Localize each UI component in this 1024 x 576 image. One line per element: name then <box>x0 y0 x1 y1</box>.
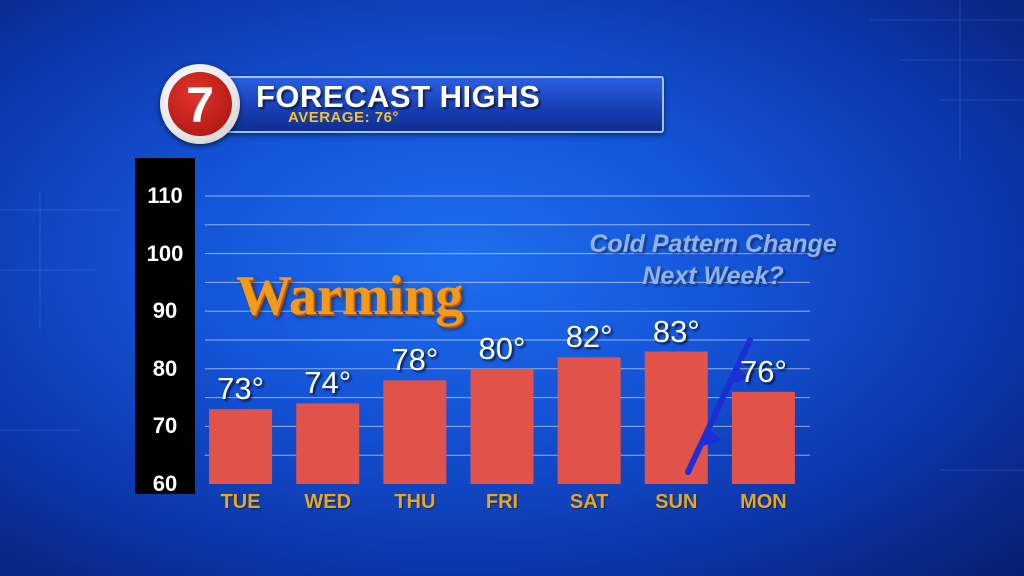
day-label-tue: TUE <box>220 491 261 513</box>
average-subtitle: AVERAGE: 76° <box>288 109 399 126</box>
day-label-sat: SAT <box>569 491 609 513</box>
cold-change-annotation-line1: Cold Pattern Change <box>589 230 837 258</box>
bar-thu <box>383 380 447 484</box>
y-tick-label: 70 <box>152 413 178 439</box>
day-label-mon: MON <box>740 491 787 513</box>
value-label-thu: 78° <box>391 342 439 378</box>
day-label-sun: SUN <box>655 491 698 513</box>
value-label-tue: 73° <box>217 371 264 407</box>
bar-wed <box>296 403 360 484</box>
bar-sat <box>557 357 621 484</box>
value-label-sun: 83° <box>652 313 700 349</box>
bar-sun <box>644 351 708 484</box>
logo-badge: 7 <box>168 72 232 136</box>
day-label-wed: WED <box>304 491 352 513</box>
y-tick-label: 60 <box>152 471 178 496</box>
day-label-thu: THU <box>394 491 436 513</box>
warming-annotation: Warming <box>236 265 464 327</box>
y-tick-label: 100 <box>146 240 184 266</box>
y-tick-label: 90 <box>152 298 178 324</box>
y-tick-label: 110 <box>147 183 183 208</box>
value-label-wed: 74° <box>304 365 352 401</box>
bar-fri <box>470 368 534 484</box>
bar-tue <box>209 409 273 484</box>
cold-front-symbol <box>685 337 753 475</box>
y-axis-band <box>135 158 195 494</box>
cold-change-annotation-line2: Next Week? <box>642 262 784 290</box>
bar-mon <box>731 391 795 484</box>
value-label-mon: 76° <box>739 353 787 389</box>
station-logo: 7 <box>160 64 240 144</box>
day-label-fri: FRI <box>485 491 519 513</box>
page-title: FORECAST HIGHS <box>256 79 541 114</box>
logo-number: 7 <box>186 77 214 133</box>
y-tick-label: 80 <box>152 355 178 381</box>
value-label-fri: 80° <box>478 330 526 366</box>
header-panel <box>205 76 664 133</box>
value-label-sat: 82° <box>565 319 613 355</box>
